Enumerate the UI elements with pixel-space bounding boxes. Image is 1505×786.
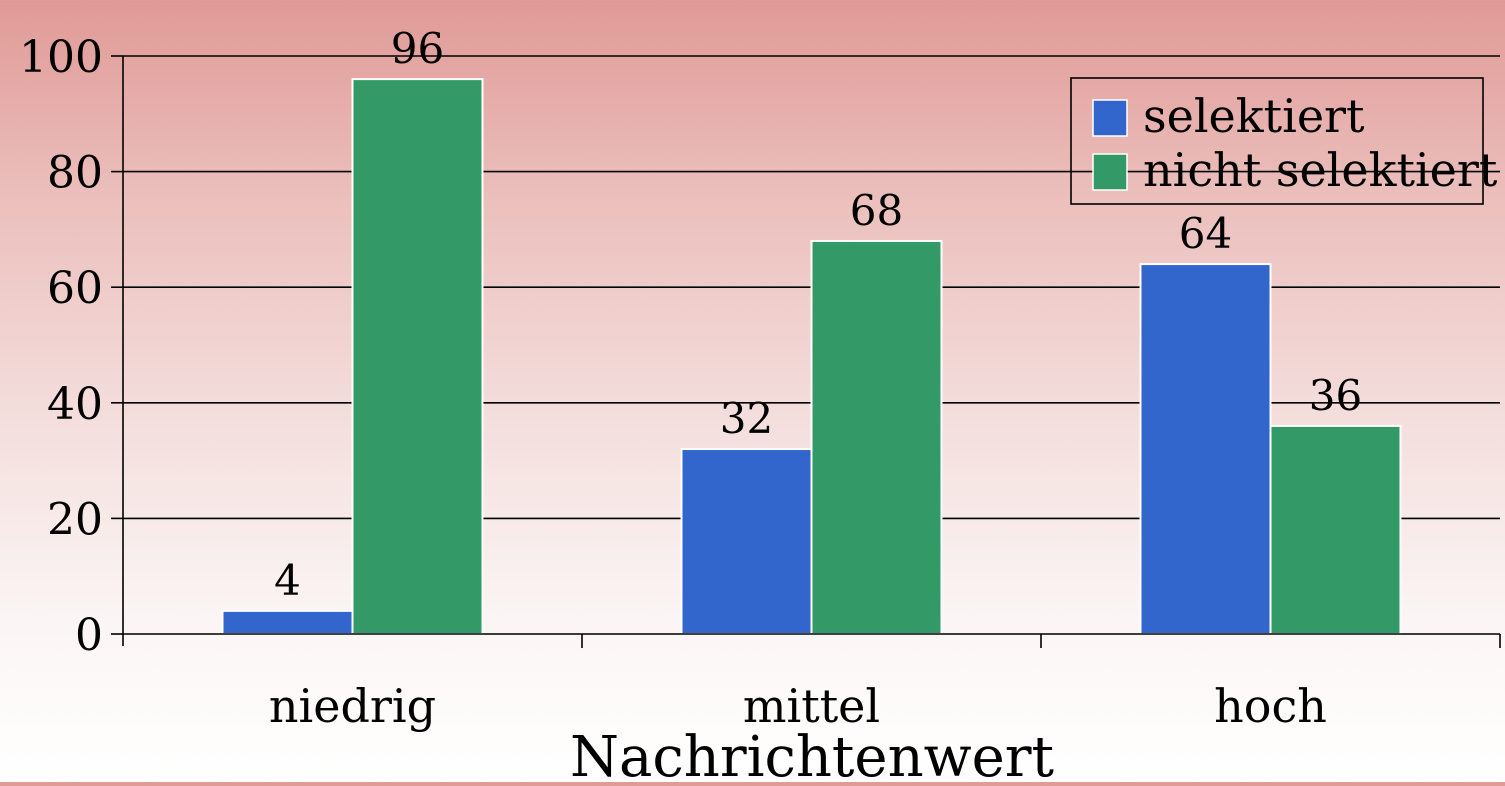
x-tick-label: niedrig xyxy=(269,679,436,733)
data-label: 64 xyxy=(1179,209,1232,258)
bar-selektiert xyxy=(221,609,354,636)
x-axis-title: Nachrichtenwert xyxy=(570,725,1054,782)
data-label: 36 xyxy=(1309,371,1362,420)
y-tick-label: 0 xyxy=(75,610,103,661)
bar-nicht-selektiert xyxy=(810,239,943,636)
y-tick-label: 40 xyxy=(47,379,103,430)
y-tick-label: 100 xyxy=(19,32,103,83)
x-tick-label: hoch xyxy=(1214,679,1327,733)
bar-nicht-selektiert xyxy=(1269,424,1402,636)
legend-swatch xyxy=(1092,99,1128,137)
bar-selektiert xyxy=(680,448,813,636)
y-tick-label: 80 xyxy=(47,148,103,199)
legend-box xyxy=(1070,77,1484,205)
bars xyxy=(221,78,1402,636)
data-label: 4 xyxy=(274,556,301,605)
data-labels: 4 96 32 68 64 36 xyxy=(274,24,1362,605)
legend-label: selektiert xyxy=(1143,89,1365,143)
data-label: 68 xyxy=(850,186,903,235)
y-tick-label: 60 xyxy=(47,263,103,314)
y-tick-label: 20 xyxy=(47,494,103,545)
bar-selektiert xyxy=(1139,263,1272,635)
bar-nicht-selektiert xyxy=(351,78,484,636)
axes: 0 20 40 60 80 100 niedrig mittel hoch xyxy=(19,32,1501,733)
legend-swatch xyxy=(1092,153,1128,191)
x-tick-label: mittel xyxy=(743,679,880,733)
data-label: 96 xyxy=(391,24,444,73)
legend-label: nicht selektiert xyxy=(1143,143,1498,197)
data-label: 32 xyxy=(720,394,773,443)
